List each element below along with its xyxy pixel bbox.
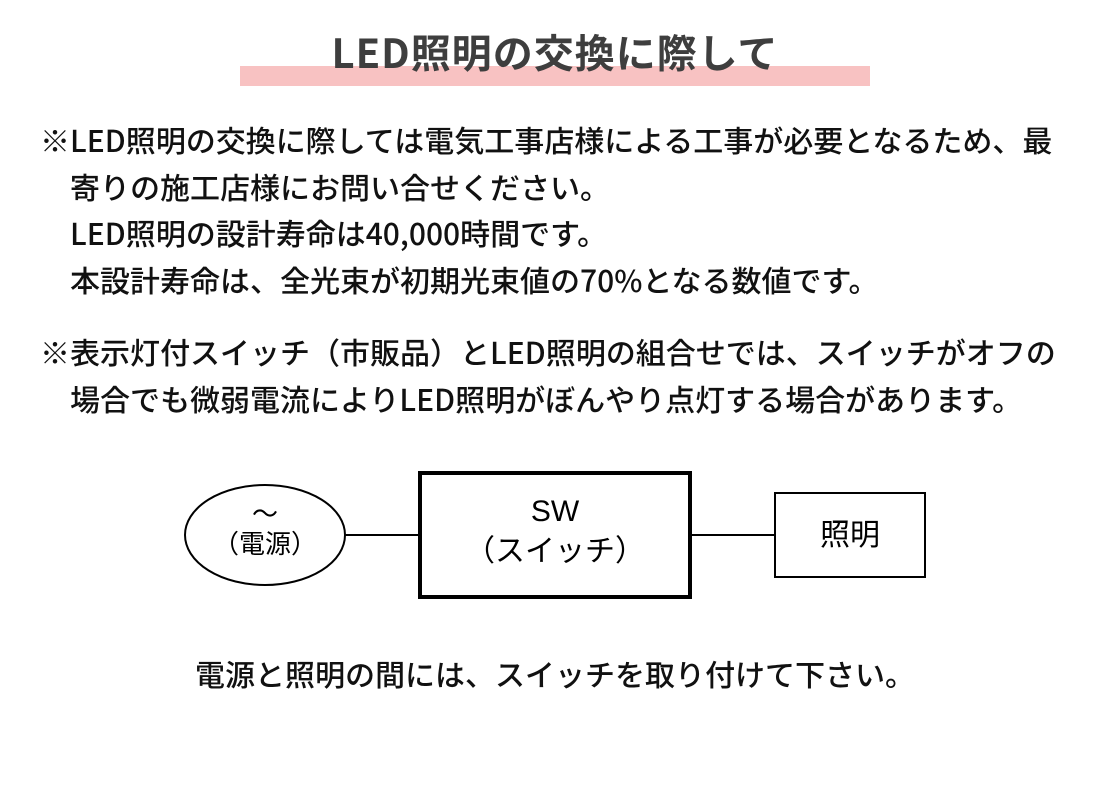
note-item: ※ LED照明の交換に際しては電気工事店様による工事が必要となるため、最寄りの施… — [40, 116, 1070, 302]
note-marker: ※ — [40, 328, 70, 421]
diagram-caption: 電源と照明の間には、スイッチを取り付けて下さい。 — [40, 651, 1070, 695]
note-item: ※ 表示灯付スイッチ（市販品）とLED照明の組合せでは、スイッチがオフの場合でも… — [40, 328, 1070, 421]
note-body: LED照明の交換に際しては電気工事店様による工事が必要となるため、最寄りの施工店… — [70, 116, 1070, 302]
svg-text:SW: SW — [531, 495, 580, 528]
page-title-wrap: LED照明の交換に際して — [40, 22, 1070, 80]
note-body: 表示灯付スイッチ（市販品）とLED照明の組合せでは、スイッチがオフの場合でも微弱… — [70, 328, 1070, 421]
note-marker: ※ — [40, 116, 70, 302]
diagram-svg: 〜（電源） SW （スイッチ） 照明 — [40, 447, 1070, 622]
svg-text:（スイッチ）: （スイッチ） — [465, 535, 645, 568]
circuit-diagram: 〜（電源） SW （スイッチ） 照明 電源と照明の間には、スイッチを取り付けて下さい。 — [40, 447, 1070, 695]
svg-text:（電源）: （電源） — [213, 529, 317, 559]
svg-text:照明: 照明 — [820, 519, 880, 552]
page-title: LED照明の交換に際して — [40, 22, 1070, 80]
svg-text:〜: 〜 — [252, 499, 278, 529]
notes-section: ※ LED照明の交換に際しては電気工事店様による工事が必要となるため、最寄りの施… — [40, 116, 1070, 421]
